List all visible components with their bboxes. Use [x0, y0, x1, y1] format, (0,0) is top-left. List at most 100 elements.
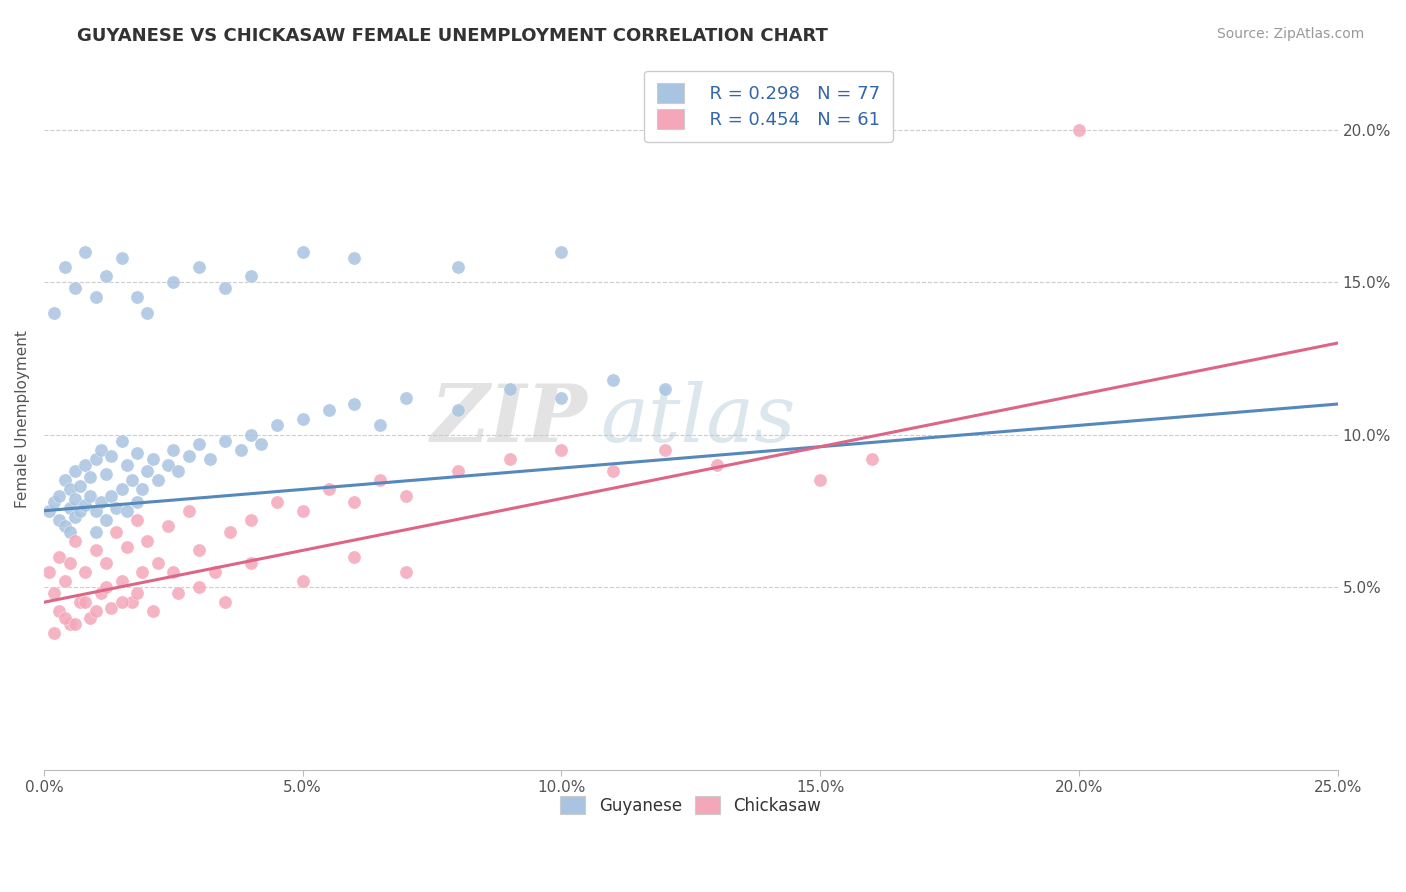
Point [53, 610, 76, 624]
Point [654, 442, 676, 457]
Point [368, 418, 391, 433]
Point [860, 451, 883, 466]
Point [100, 449, 122, 463]
Point [75, 244, 97, 259]
Point [198, 451, 221, 466]
Point [59, 525, 82, 540]
Point [146, 473, 169, 487]
Point [291, 574, 314, 588]
Point [266, 494, 288, 508]
Point [94, 580, 117, 594]
Point [63, 281, 86, 295]
Point [79, 470, 101, 484]
Point [214, 434, 236, 448]
Point [125, 290, 148, 304]
Point [447, 464, 470, 478]
Text: ZIP: ZIP [430, 381, 588, 458]
Point [105, 500, 128, 515]
Point [157, 519, 180, 533]
Point [447, 403, 470, 417]
Point [291, 412, 314, 426]
Point [229, 442, 252, 457]
Point [63, 509, 86, 524]
Point [110, 434, 132, 448]
Text: atlas: atlas [600, 381, 796, 458]
Point [188, 580, 211, 594]
Point [131, 483, 153, 497]
Point [395, 489, 418, 503]
Point [136, 534, 159, 549]
Point [602, 464, 624, 478]
Point [136, 305, 159, 319]
Point [38, 565, 60, 579]
Point [48, 604, 70, 618]
Point [69, 504, 91, 518]
Point [499, 382, 522, 396]
Point [53, 519, 76, 533]
Point [63, 616, 86, 631]
Point [38, 504, 60, 518]
Point [84, 290, 107, 304]
Point [84, 504, 107, 518]
Point [291, 244, 314, 259]
Legend: Guyanese, Chickasaw: Guyanese, Chickasaw [550, 786, 831, 825]
Point [44, 305, 66, 319]
Point [94, 268, 117, 283]
Y-axis label: Female Unemployment: Female Unemployment [15, 330, 30, 508]
Point [48, 549, 70, 564]
Point [84, 525, 107, 540]
Point [90, 494, 112, 508]
Point [59, 500, 82, 515]
Point [550, 244, 572, 259]
Point [100, 601, 122, 615]
Point [69, 479, 91, 493]
Point [79, 610, 101, 624]
Point [706, 458, 728, 472]
Text: Source: ZipAtlas.com: Source: ZipAtlas.com [1216, 27, 1364, 41]
Point [63, 491, 86, 506]
Point [125, 586, 148, 600]
Point [69, 595, 91, 609]
Point [44, 494, 66, 508]
Point [239, 556, 262, 570]
Point [75, 498, 97, 512]
Point [162, 442, 184, 457]
Point [188, 543, 211, 558]
Point [142, 451, 165, 466]
Point [162, 565, 184, 579]
Point [239, 268, 262, 283]
Point [131, 565, 153, 579]
Point [239, 513, 262, 527]
Point [53, 574, 76, 588]
Point [125, 513, 148, 527]
Point [75, 595, 97, 609]
Point [53, 260, 76, 274]
Point [157, 458, 180, 472]
Point [654, 382, 676, 396]
Point [94, 513, 117, 527]
Point [53, 473, 76, 487]
Point [136, 464, 159, 478]
Point [105, 525, 128, 540]
Point [368, 473, 391, 487]
Point [146, 556, 169, 570]
Point [177, 504, 200, 518]
Point [59, 483, 82, 497]
Point [75, 458, 97, 472]
Point [343, 549, 366, 564]
Point [115, 458, 138, 472]
Point [59, 556, 82, 570]
Point [219, 525, 242, 540]
Point [142, 604, 165, 618]
Point [395, 565, 418, 579]
Point [602, 373, 624, 387]
Point [1067, 122, 1090, 136]
Point [318, 483, 340, 497]
Point [395, 391, 418, 405]
Point [447, 260, 470, 274]
Point [63, 534, 86, 549]
Point [59, 616, 82, 631]
Point [110, 595, 132, 609]
Point [499, 451, 522, 466]
Point [204, 565, 226, 579]
